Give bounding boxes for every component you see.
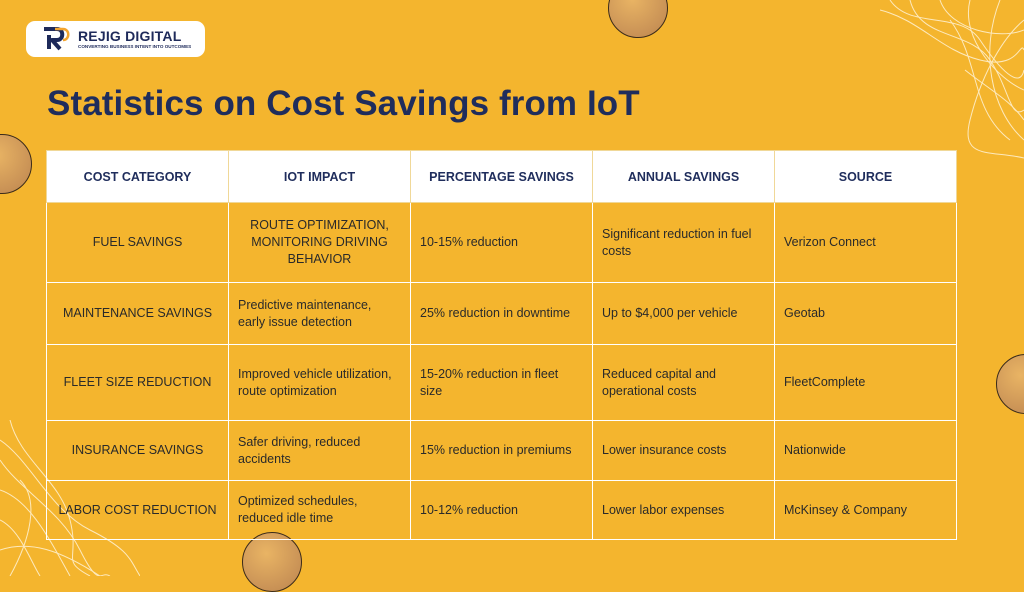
table-row: LABOR COST REDUCTION Optimized schedules…	[46, 480, 957, 540]
cell-percentage-savings: 15% reduction in premiums	[410, 420, 593, 481]
decorative-circle-bottom	[242, 532, 302, 592]
decorative-circle-top	[608, 0, 668, 38]
cell-percentage-savings: 15-20% reduction in fleet size	[410, 344, 593, 421]
table-row: FLEET SIZE REDUCTION Improved vehicle ut…	[46, 344, 957, 421]
header-cost-category: COST CATEGORY	[46, 150, 229, 203]
cell-iot-impact: Improved vehicle utilization, route opti…	[228, 344, 411, 421]
header-percentage-savings: PERCENTAGE SAVINGS	[410, 150, 593, 203]
cell-source: Verizon Connect	[774, 202, 957, 283]
table-row: MAINTENANCE SAVINGS Predictive maintenan…	[46, 282, 957, 345]
logo-tagline: CONVERTING BUSINESS INTENT INTO OUTCOMES	[78, 43, 192, 49]
cell-cost-category: MAINTENANCE SAVINGS	[46, 282, 229, 345]
cell-percentage-savings: 10-12% reduction	[410, 480, 593, 540]
cell-annual-savings: Reduced capital and operational costs	[592, 344, 775, 421]
table-row: INSURANCE SAVINGS Safer driving, reduced…	[46, 420, 957, 481]
cell-iot-impact: Safer driving, reduced accidents	[228, 420, 411, 481]
cost-savings-table: COST CATEGORY IOT IMPACT PERCENTAGE SAVI…	[46, 150, 957, 540]
logo-mark-icon	[44, 27, 70, 51]
cell-annual-savings: Significant reduction in fuel costs	[592, 202, 775, 283]
cell-source: McKinsey & Company	[774, 480, 957, 540]
header-source: SOURCE	[774, 150, 957, 203]
table-row: FUEL SAVINGS ROUTE OPTIMIZATION, MONITOR…	[46, 202, 957, 283]
decorative-circle-left	[0, 134, 32, 194]
cell-cost-category: FLEET SIZE REDUCTION	[46, 344, 229, 421]
cell-cost-category: FUEL SAVINGS	[46, 202, 229, 283]
cell-annual-savings: Lower labor expenses	[592, 480, 775, 540]
cell-percentage-savings: 25% reduction in downtime	[410, 282, 593, 345]
cell-percentage-savings: 10-15% reduction	[410, 202, 593, 283]
page-title: Statistics on Cost Savings from IoT	[47, 84, 640, 123]
cell-cost-category: INSURANCE SAVINGS	[46, 420, 229, 481]
cell-source: FleetComplete	[774, 344, 957, 421]
header-iot-impact: IOT IMPACT	[228, 150, 411, 203]
logo-name: REJIG DIGITAL	[78, 27, 182, 44]
cell-cost-category: LABOR COST REDUCTION	[46, 480, 229, 540]
decorative-circle-right	[996, 354, 1024, 414]
cell-annual-savings: Up to $4,000 per vehicle	[592, 282, 775, 345]
cell-source: Nationwide	[774, 420, 957, 481]
table-header-row: COST CATEGORY IOT IMPACT PERCENTAGE SAVI…	[46, 150, 957, 203]
company-logo: REJIG DIGITAL CONVERTING BUSINESS INTENT…	[26, 21, 205, 57]
decorative-lines-top-right	[880, 0, 1024, 159]
cell-annual-savings: Lower insurance costs	[592, 420, 775, 481]
header-annual-savings: ANNUAL SAVINGS	[592, 150, 775, 203]
cell-iot-impact: Optimized schedules, reduced idle time	[228, 480, 411, 540]
cell-iot-impact: ROUTE OPTIMIZATION, MONITORING DRIVING B…	[228, 202, 411, 283]
cell-iot-impact: Predictive maintenance, early issue dete…	[228, 282, 411, 345]
cell-source: Geotab	[774, 282, 957, 345]
